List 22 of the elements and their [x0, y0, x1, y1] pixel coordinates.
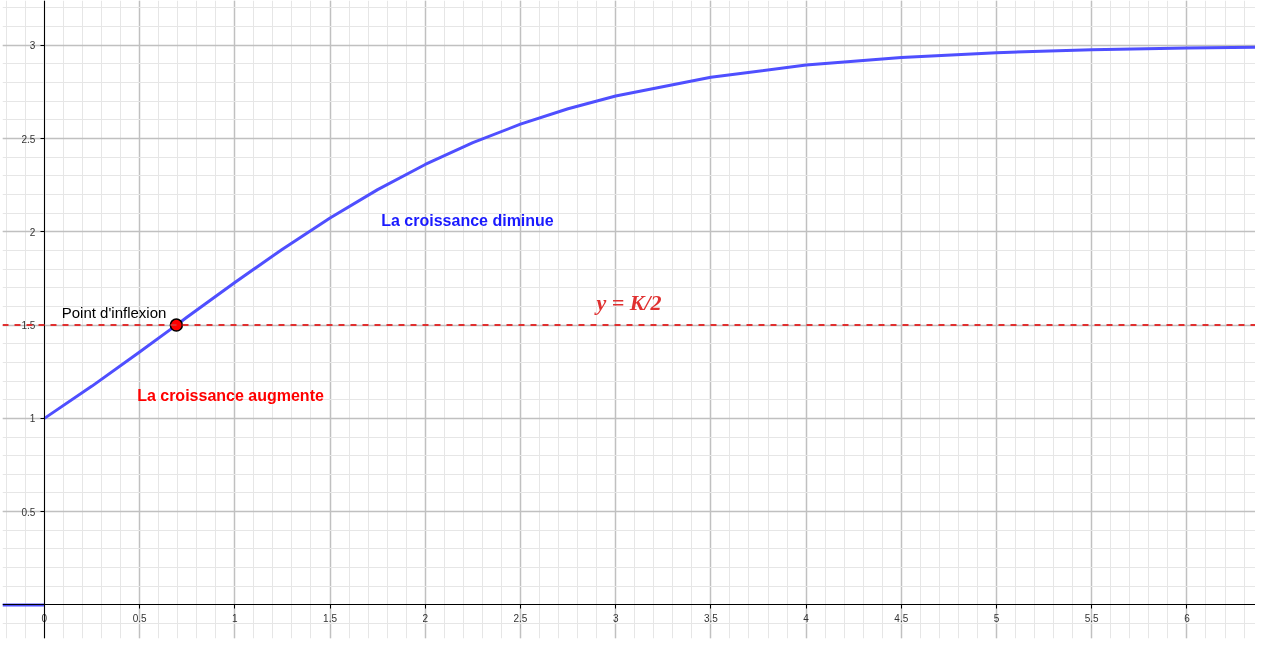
y-tick-label: 0.5 [21, 506, 36, 518]
x-tick-label: 5 [993, 612, 1000, 624]
ref-line-label: y = K/2 [593, 290, 662, 316]
x-tick-label: 0.5 [132, 612, 147, 624]
annotation: La croissance diminue [381, 212, 554, 229]
x-tick-label: 2 [422, 612, 429, 624]
x-tick-label: 3 [612, 612, 619, 624]
x-tick-label: 1 [232, 612, 239, 624]
y-tick-label: 3 [29, 40, 36, 52]
x-tick-label: 1.5 [323, 612, 338, 624]
annotation: La croissance augmente [137, 387, 324, 404]
annotation: Point d'inflexion [61, 304, 167, 322]
y-tick-label: 2.5 [21, 133, 36, 145]
x-tick-label: 2.5 [513, 612, 528, 624]
x-tick-label: 4 [803, 612, 810, 624]
line-series [42, 45, 1255, 420]
x-tick-label: 5.5 [1084, 612, 1100, 624]
x-tick-label: 6 [1184, 612, 1191, 624]
y-tick-label: 2 [29, 226, 36, 238]
y-tick-label: 1 [29, 413, 36, 425]
x-tick-label: 3.5 [703, 612, 719, 624]
x-tick-label: 4.5 [894, 612, 909, 624]
